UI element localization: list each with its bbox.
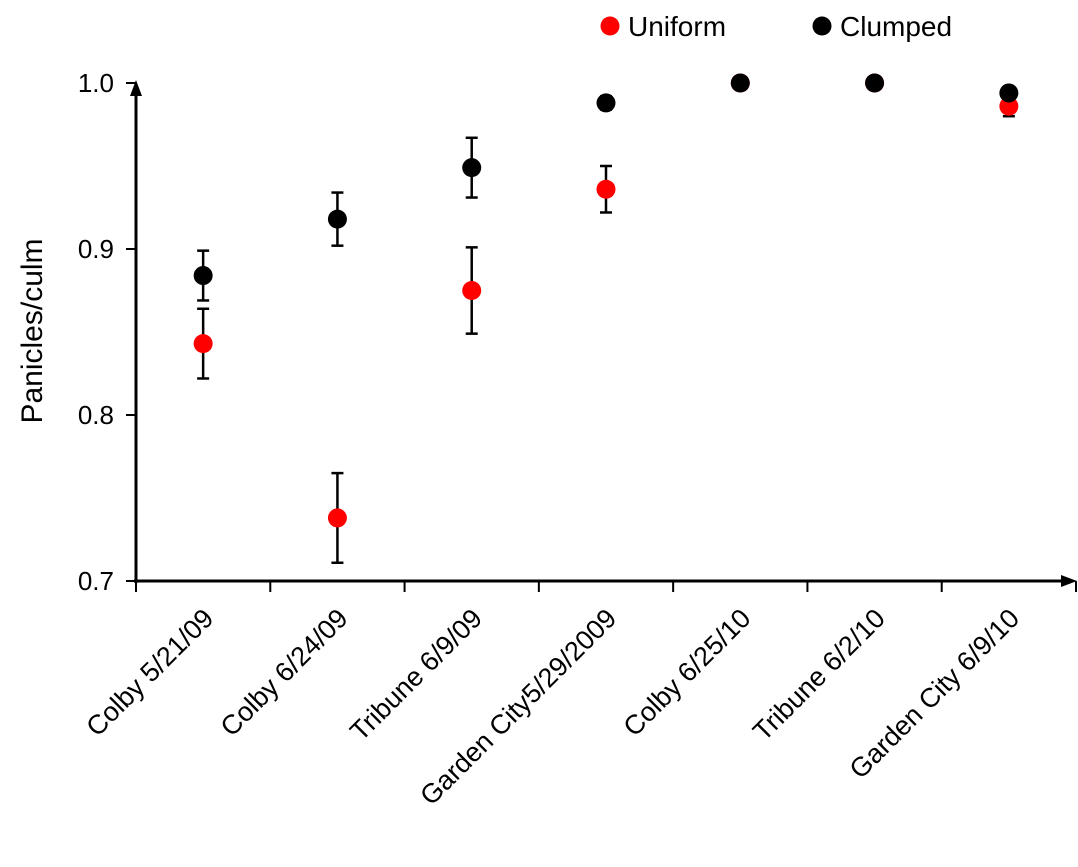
point-clumped bbox=[327, 209, 347, 229]
y-ticks: 0.7 0.8 0.9 1.0 bbox=[78, 68, 136, 596]
y-tick-label: 0.8 bbox=[78, 400, 114, 430]
legend-marker-clumped bbox=[812, 16, 832, 36]
point-uniform bbox=[327, 508, 347, 528]
y-tick-label: 1.0 bbox=[78, 68, 114, 98]
legend-label-clumped: Clumped bbox=[840, 11, 952, 42]
point-clumped bbox=[193, 266, 213, 286]
point-uniform bbox=[596, 179, 616, 199]
point-clumped bbox=[462, 158, 482, 178]
point-clumped bbox=[865, 73, 885, 93]
legend-label-uniform: Uniform bbox=[628, 11, 726, 42]
legend-marker-uniform bbox=[600, 16, 620, 36]
y-tick-label: 0.9 bbox=[78, 234, 114, 264]
x-axis-arrow bbox=[1061, 575, 1077, 587]
x-category-label: Colby 6/25/10 bbox=[617, 603, 756, 742]
y-axis-title: Panicles/culm bbox=[16, 238, 49, 423]
y-axis-arrow bbox=[130, 80, 142, 96]
error-bars bbox=[197, 95, 1015, 564]
data-points bbox=[193, 73, 1019, 528]
point-uniform bbox=[999, 96, 1019, 116]
point-clumped bbox=[999, 83, 1019, 103]
point-uniform bbox=[462, 281, 482, 300]
x-category-label: Colby 5/21/09 bbox=[80, 603, 219, 742]
x-category-label: Tribune 6/9/09 bbox=[344, 603, 488, 747]
point-uniform bbox=[193, 334, 213, 354]
legend: Uniform Clumped bbox=[600, 11, 952, 42]
x-category-label: Tribune 6/2/10 bbox=[747, 603, 891, 747]
axes bbox=[130, 80, 1077, 587]
x-category-label: Colby 6/24/09 bbox=[215, 603, 354, 742]
point-clumped bbox=[596, 93, 616, 113]
point-clumped bbox=[730, 73, 750, 93]
y-tick-label: 0.7 bbox=[78, 566, 114, 596]
